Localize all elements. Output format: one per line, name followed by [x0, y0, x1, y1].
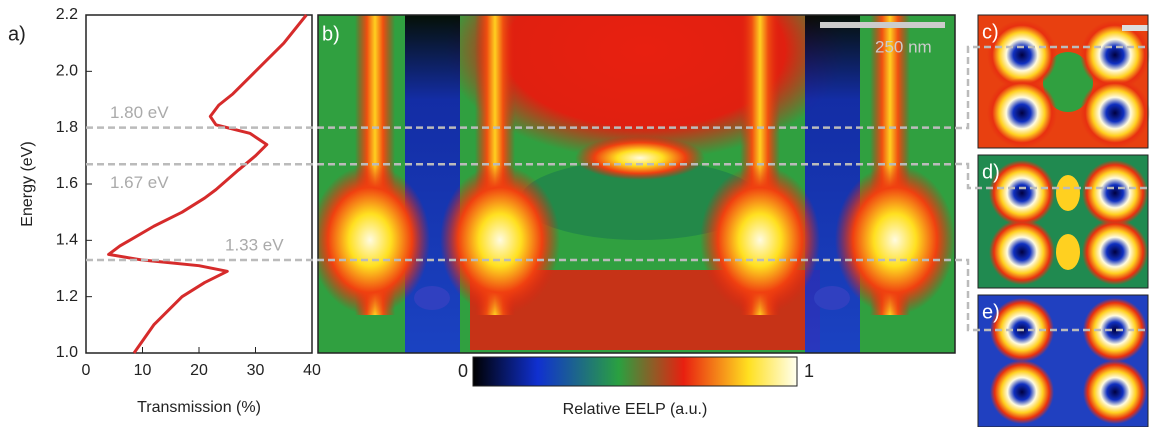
colorbar-tick-label: 0 — [458, 361, 468, 381]
connectors — [955, 45, 1148, 332]
panel-images — [977, 14, 1150, 427]
x-axis-label: Transmission (%) — [137, 399, 261, 416]
y-tick-label: 1.4 — [56, 232, 78, 249]
y-tick-label: 1.0 — [56, 344, 78, 361]
x-tick-label: 40 — [303, 362, 321, 379]
y-tick-label: 2.0 — [56, 63, 78, 80]
heatmap-frame — [317, 14, 956, 354]
y-axis-label: Energy (eV) — [19, 141, 36, 226]
panel-label: d) — [982, 161, 1000, 183]
x-tick-label: 0 — [82, 362, 91, 379]
panel-label: b) — [322, 23, 340, 45]
x-tick-label: 10 — [134, 362, 152, 379]
panel-label: a) — [8, 23, 26, 45]
energy-label: 1.67 eV — [110, 173, 169, 192]
colorbar-label: Relative EELP (a.u.) — [563, 401, 708, 418]
heatmap — [318, 15, 955, 353]
panel-label: c) — [982, 21, 999, 43]
energy-label: 1.33 eV — [225, 236, 284, 255]
panel-label: e) — [982, 301, 1000, 323]
y-tick-label: 1.6 — [56, 175, 78, 192]
y-tick-label: 1.8 — [56, 119, 78, 136]
x-tick-label: 20 — [190, 362, 208, 379]
transmission-line — [107, 14, 308, 354]
scale-bar-label: 250 nm — [875, 37, 932, 56]
x-tick-label: 30 — [247, 362, 265, 379]
y-tick-label: 1.2 — [56, 288, 78, 305]
colorbar-tick-label: 1 — [804, 361, 814, 381]
energy-label: 1.80 eV — [110, 103, 169, 122]
y-tick-label: 2.2 — [56, 6, 78, 23]
colorbar — [472, 356, 798, 387]
